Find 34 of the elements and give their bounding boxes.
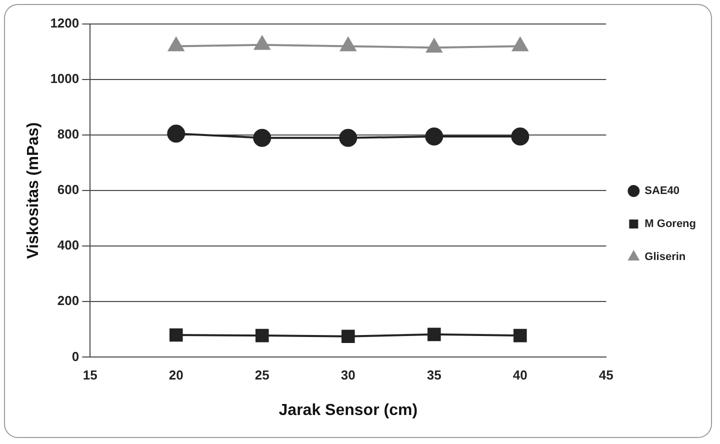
x-tick-label: 20 [168,368,184,383]
point [169,328,183,342]
x-tick-label: 40 [512,368,528,383]
x-tick-label: 25 [254,368,270,383]
legend-label: SAE40 [644,185,680,198]
point [511,127,530,146]
point [168,37,184,52]
point [253,128,272,147]
y-tick-label: 1000 [50,71,80,86]
point [512,37,528,52]
point [254,36,270,50]
y-axis-title: Viskositas (mPas) [25,122,42,259]
point [341,330,355,344]
point [425,127,444,146]
y-tick-label: 600 [57,182,80,198]
y-tick-label: 1200 [50,16,80,31]
point [255,328,269,342]
point [167,124,186,143]
y-tick-label: 800 [57,126,80,142]
point [514,328,527,342]
point [426,38,442,53]
legend-label: M Goreng [644,218,696,230]
x-tick-label: 45 [598,368,614,383]
point [340,37,356,52]
x-axis-title: Jarak Sensor (cm) [278,402,418,419]
point [339,128,358,147]
x-tick-label: 30 [340,368,356,383]
point [427,328,441,342]
y-tick-label: 0 [72,348,80,364]
x-tick-label: 35 [426,368,442,383]
legend-label: Gliserin [644,251,686,264]
y-tick-label: 400 [57,238,80,253]
x-tick-label: 15 [82,368,98,383]
y-tick-label: 200 [57,293,80,308]
